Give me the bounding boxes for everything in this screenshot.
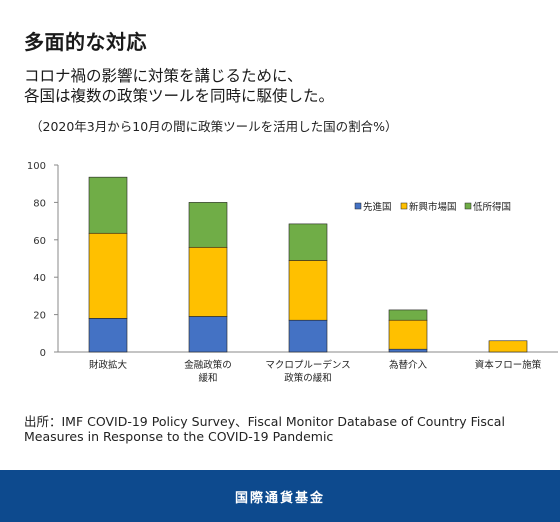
bar-segment bbox=[388, 309, 428, 321]
lead-text: コロナ禍の影響に対策を講じるために、 各国は複数の政策ツールを同時に駆使した。 bbox=[24, 66, 544, 106]
source-note: 出所：IMF COVID-19 Policy Survey、Fiscal Mon… bbox=[24, 414, 505, 444]
legend-swatch bbox=[400, 202, 408, 210]
bar-segment bbox=[188, 246, 228, 317]
bar-segment bbox=[288, 319, 328, 353]
bar-segment bbox=[188, 316, 228, 353]
footer-bar: 国際通貨基金 bbox=[0, 470, 560, 522]
bar-segment bbox=[288, 260, 328, 321]
x-category-label: 財政拡大 bbox=[89, 359, 128, 371]
x-category-label: 金融政策の bbox=[184, 359, 232, 371]
lead-line-2: 各国は複数の政策ツールを同時に駆使した。 bbox=[24, 87, 335, 105]
bar-segment bbox=[188, 202, 228, 248]
legend-swatch bbox=[464, 202, 472, 210]
bar-segment bbox=[88, 318, 128, 353]
y-tick-label: 60 bbox=[33, 236, 46, 247]
bar-segment bbox=[88, 232, 128, 319]
y-tick-label: 0 bbox=[40, 348, 46, 359]
bar-segment bbox=[488, 340, 528, 353]
bar-segment bbox=[88, 176, 128, 234]
y-tick-label: 20 bbox=[33, 311, 46, 322]
bar-segment bbox=[388, 348, 428, 353]
bar-segment bbox=[288, 223, 328, 261]
lead-line-1: コロナ禍の影響に対策を講じるために、 bbox=[24, 67, 303, 85]
x-category-label: 緩和 bbox=[198, 372, 217, 384]
legend-label: 新興市場国 bbox=[409, 201, 457, 213]
bar-segment bbox=[388, 319, 428, 350]
x-category-label: 資本フロー施策 bbox=[475, 359, 542, 371]
legend-label: 先進国 bbox=[363, 201, 392, 213]
x-category-label: 為替介入 bbox=[389, 359, 428, 371]
y-tick-label: 80 bbox=[33, 198, 46, 209]
y-tick-label: 100 bbox=[27, 161, 46, 172]
legend-swatch bbox=[354, 202, 362, 210]
x-category-label: 政策の緩和 bbox=[284, 372, 332, 384]
x-category-label: マクロプルーデンス bbox=[265, 359, 350, 371]
chart-note: （2020年3月から10月の間に政策ツールを活用した国の割合%） bbox=[30, 119, 398, 134]
y-tick-label: 40 bbox=[33, 273, 46, 284]
page-title: 多面的な対応 bbox=[24, 30, 147, 54]
footer-label: 国際通貨基金 bbox=[234, 490, 325, 506]
legend-label: 低所得国 bbox=[473, 201, 511, 213]
